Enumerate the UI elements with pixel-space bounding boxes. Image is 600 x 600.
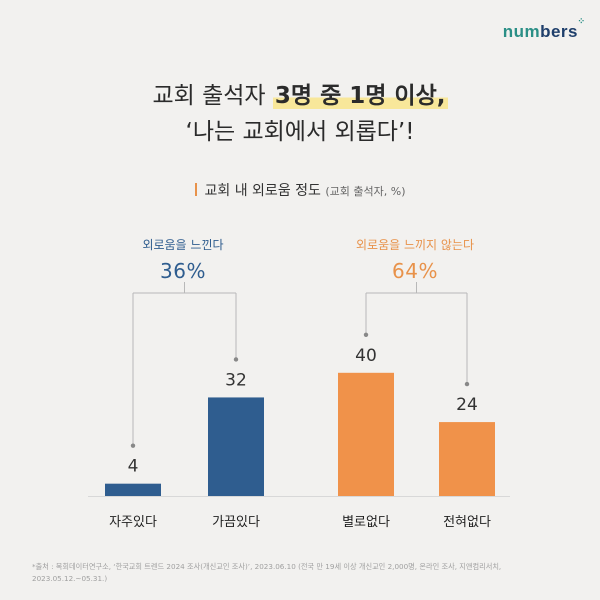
brand-logo: numbers ⁘ [502,16,585,42]
headline-line1: 교회 출석자 3명 중 1명 이상, [0,78,600,114]
value-label: 40 [355,346,377,366]
category-label: 자주있다 [109,515,157,530]
bar-전혀없다 [439,422,495,496]
bar-별로없다 [338,372,394,496]
category-label: 전혀없다 [443,515,491,530]
group-label-not-lonely: 외로움을 느끼지 않는다 64% [325,236,505,283]
bracket-dot [464,381,470,387]
chart-subtitle: 교회 내 외로움 정도 (교회 출석자, %) [0,180,600,200]
bar-가끔있다 [208,397,264,496]
headline-line1-pre: 교회 출석자 [152,83,273,109]
source-footnote: *출처 : 목회데이터연구소, ‘한국교회 트렌드 2024 조사(개신교인 조… [32,562,502,583]
value-label: 24 [456,395,478,415]
headline: 교회 출석자 3명 중 1명 이상, ‘나는 교회에서 외롭다’! [0,78,600,150]
logo-dots-icon: ⁘ [577,16,586,26]
chart-unit: (교회 출석자, %) [325,185,406,198]
headline-highlight: 3명 중 1명 이상, [272,83,448,109]
bracket-dot [363,332,369,337]
brand-logo-part2: bers [540,22,578,41]
subtitle-accent-bar [194,183,197,196]
group-label-not-lonely-value: 64% [392,259,438,283]
group-label-lonely-value: 36% [160,259,206,283]
group-label-lonely: 외로움을 느낀다 36% [93,236,273,283]
category-label: 가끔있다 [212,515,260,530]
brand-logo-part1: num [502,22,541,41]
category-label: 별로없다 [342,515,390,530]
bracket-dot [130,443,136,448]
value-label: 4 [128,457,139,477]
chart-title: 교회 내 외로움 정도 [204,183,321,199]
bar-자주있다 [105,483,161,496]
bracket-dot [233,357,239,362]
group-label-lonely-text: 외로움을 느낀다 [142,238,224,252]
group-label-not-lonely-text: 외로움을 느끼지 않는다 [355,238,475,252]
value-label: 32 [225,370,247,390]
headline-line2: ‘나는 교회에서 외롭다’! [185,119,415,145]
